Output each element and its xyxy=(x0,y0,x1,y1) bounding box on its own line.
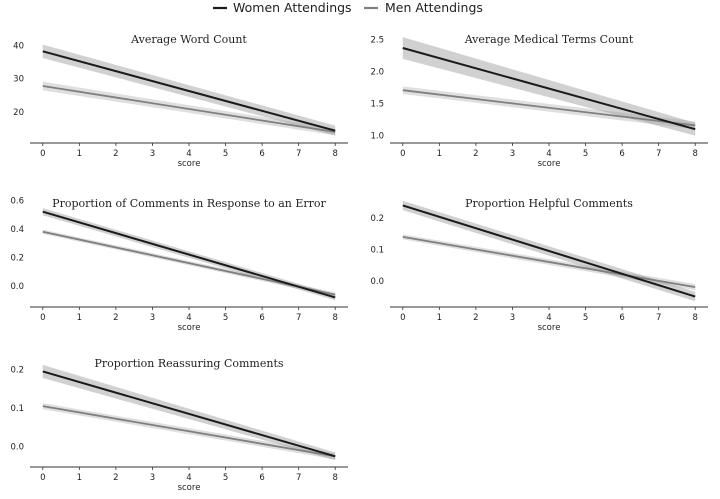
y-tick-label: 0.0 xyxy=(10,443,24,453)
x-tick-label: 1 xyxy=(437,313,442,323)
x-tick-label: 2 xyxy=(113,313,118,323)
x-tick-label: 3 xyxy=(510,313,515,323)
x-axis-label: score xyxy=(538,159,561,169)
x-tick-label: 5 xyxy=(583,313,588,323)
x-tick-label: 0 xyxy=(40,473,45,483)
y-tick-label: 1.0 xyxy=(370,132,384,142)
series-line-men xyxy=(402,235,696,289)
x-tick-label: 2 xyxy=(113,473,118,483)
y-tick-label: 20 xyxy=(13,108,24,118)
x-axis-label: score xyxy=(178,483,201,493)
x-tick-label: 5 xyxy=(583,149,588,159)
ci-band-women xyxy=(42,364,336,461)
x-tick-label: 1 xyxy=(437,149,442,159)
legend-label-women: Women Attendings xyxy=(233,0,352,15)
x-tick-label: 0 xyxy=(400,313,405,323)
y-tick-label: 0.2 xyxy=(370,214,384,224)
y-tick-label: 0.6 xyxy=(10,196,24,206)
x-axis-label: score xyxy=(178,159,201,169)
x-axis-label: score xyxy=(178,323,201,333)
chart-legend: Women Attendings Men Attendings xyxy=(0,0,720,18)
panel-average-medical-terms-count: Average Medical Terms Count 0 1 2 3 4 5 6 7 8 scor… xyxy=(360,26,720,176)
x-tick-label: 8 xyxy=(692,313,697,323)
y-tick-label: 40 xyxy=(13,41,24,51)
panel-title: Proportion Reassuring Comments xyxy=(94,357,283,370)
x-tick-label: 6 xyxy=(619,149,624,159)
y-tick-label: 2.0 xyxy=(370,68,384,78)
x-tick-label: 5 xyxy=(223,149,228,159)
series-line-men xyxy=(42,405,336,458)
x-tick-label: 1 xyxy=(77,473,82,483)
panel-title: Average Word Count xyxy=(130,33,247,46)
x-tick-label: 6 xyxy=(619,313,624,323)
series-line-women xyxy=(42,370,336,458)
panel-title: Average Medical Terms Count xyxy=(464,33,634,46)
x-tick-label: 7 xyxy=(296,313,301,323)
x-tick-label: 8 xyxy=(332,473,337,483)
x-tick-label: 8 xyxy=(332,149,337,159)
panel-proportion-error-response: Proportion of Comments in Response to an… xyxy=(0,190,360,340)
x-tick-label: 2 xyxy=(473,313,478,323)
x-tick-label: 4 xyxy=(186,149,191,159)
x-tick-label: 4 xyxy=(186,473,191,483)
series-line-women xyxy=(402,204,696,298)
x-tick-label: 5 xyxy=(223,473,228,483)
series-line-men xyxy=(42,85,336,133)
x-tick-label: 4 xyxy=(546,313,551,323)
panel-proportion-reassuring: Proportion Reassuring Comments 0 1 2 3 4 5 6 7 8 s… xyxy=(0,350,360,499)
x-tick-label: 7 xyxy=(656,313,661,323)
x-tick-label: 7 xyxy=(296,473,301,483)
y-tick-label: 2.5 xyxy=(370,36,384,46)
panel-average-word-count: Average Word Count 0 1 2 3 4 5 6 7 8 score 20 30 40 xyxy=(0,26,360,176)
y-tick-label: 0.4 xyxy=(10,225,24,235)
y-tick-label: 30 xyxy=(13,75,24,85)
ci-band-women xyxy=(402,37,696,136)
panel-proportion-helpful: Proportion Helpful Comments 0 1 2 3 4 5 6 7 8 scor… xyxy=(360,190,720,340)
x-tick-label: 8 xyxy=(692,149,697,159)
y-tick-label: 0.2 xyxy=(10,253,24,263)
y-tick-label: 1.5 xyxy=(370,100,384,110)
y-tick-label: 0.1 xyxy=(370,245,384,255)
x-axis-label: score xyxy=(538,323,561,333)
x-tick-label: 3 xyxy=(510,149,515,159)
x-tick-label: 3 xyxy=(150,149,155,159)
x-tick-label: 8 xyxy=(332,313,337,323)
x-tick-label: 7 xyxy=(296,149,301,159)
x-tick-label: 5 xyxy=(223,313,228,323)
series-line-women xyxy=(402,47,696,131)
x-tick-label: 4 xyxy=(186,313,191,323)
legend-label-men: Men Attendings xyxy=(385,0,483,15)
panel-title: Proportion Helpful Comments xyxy=(465,197,633,210)
x-tick-label: 6 xyxy=(259,473,264,483)
x-tick-label: 6 xyxy=(259,313,264,323)
x-tick-label: 2 xyxy=(473,149,478,159)
panel-title: Proportion of Comments in Response to an… xyxy=(52,197,326,210)
y-tick-label: 0.1 xyxy=(10,404,24,414)
x-tick-label: 0 xyxy=(40,149,45,159)
x-tick-label: 3 xyxy=(150,473,155,483)
x-tick-label: 6 xyxy=(259,149,264,159)
x-tick-label: 3 xyxy=(150,313,155,323)
series-line-women xyxy=(42,210,336,299)
y-tick-label: 0.0 xyxy=(10,282,24,292)
y-tick-label: 0.0 xyxy=(370,277,384,287)
x-tick-label: 0 xyxy=(400,149,405,159)
x-tick-label: 4 xyxy=(546,149,551,159)
series-line-men xyxy=(402,89,696,127)
x-tick-label: 0 xyxy=(40,313,45,323)
x-tick-label: 1 xyxy=(77,149,82,159)
y-tick-label: 0.2 xyxy=(10,366,24,376)
x-tick-label: 1 xyxy=(77,313,82,323)
x-tick-label: 7 xyxy=(656,149,661,159)
x-tick-label: 2 xyxy=(113,149,118,159)
series-line-women xyxy=(42,50,336,132)
